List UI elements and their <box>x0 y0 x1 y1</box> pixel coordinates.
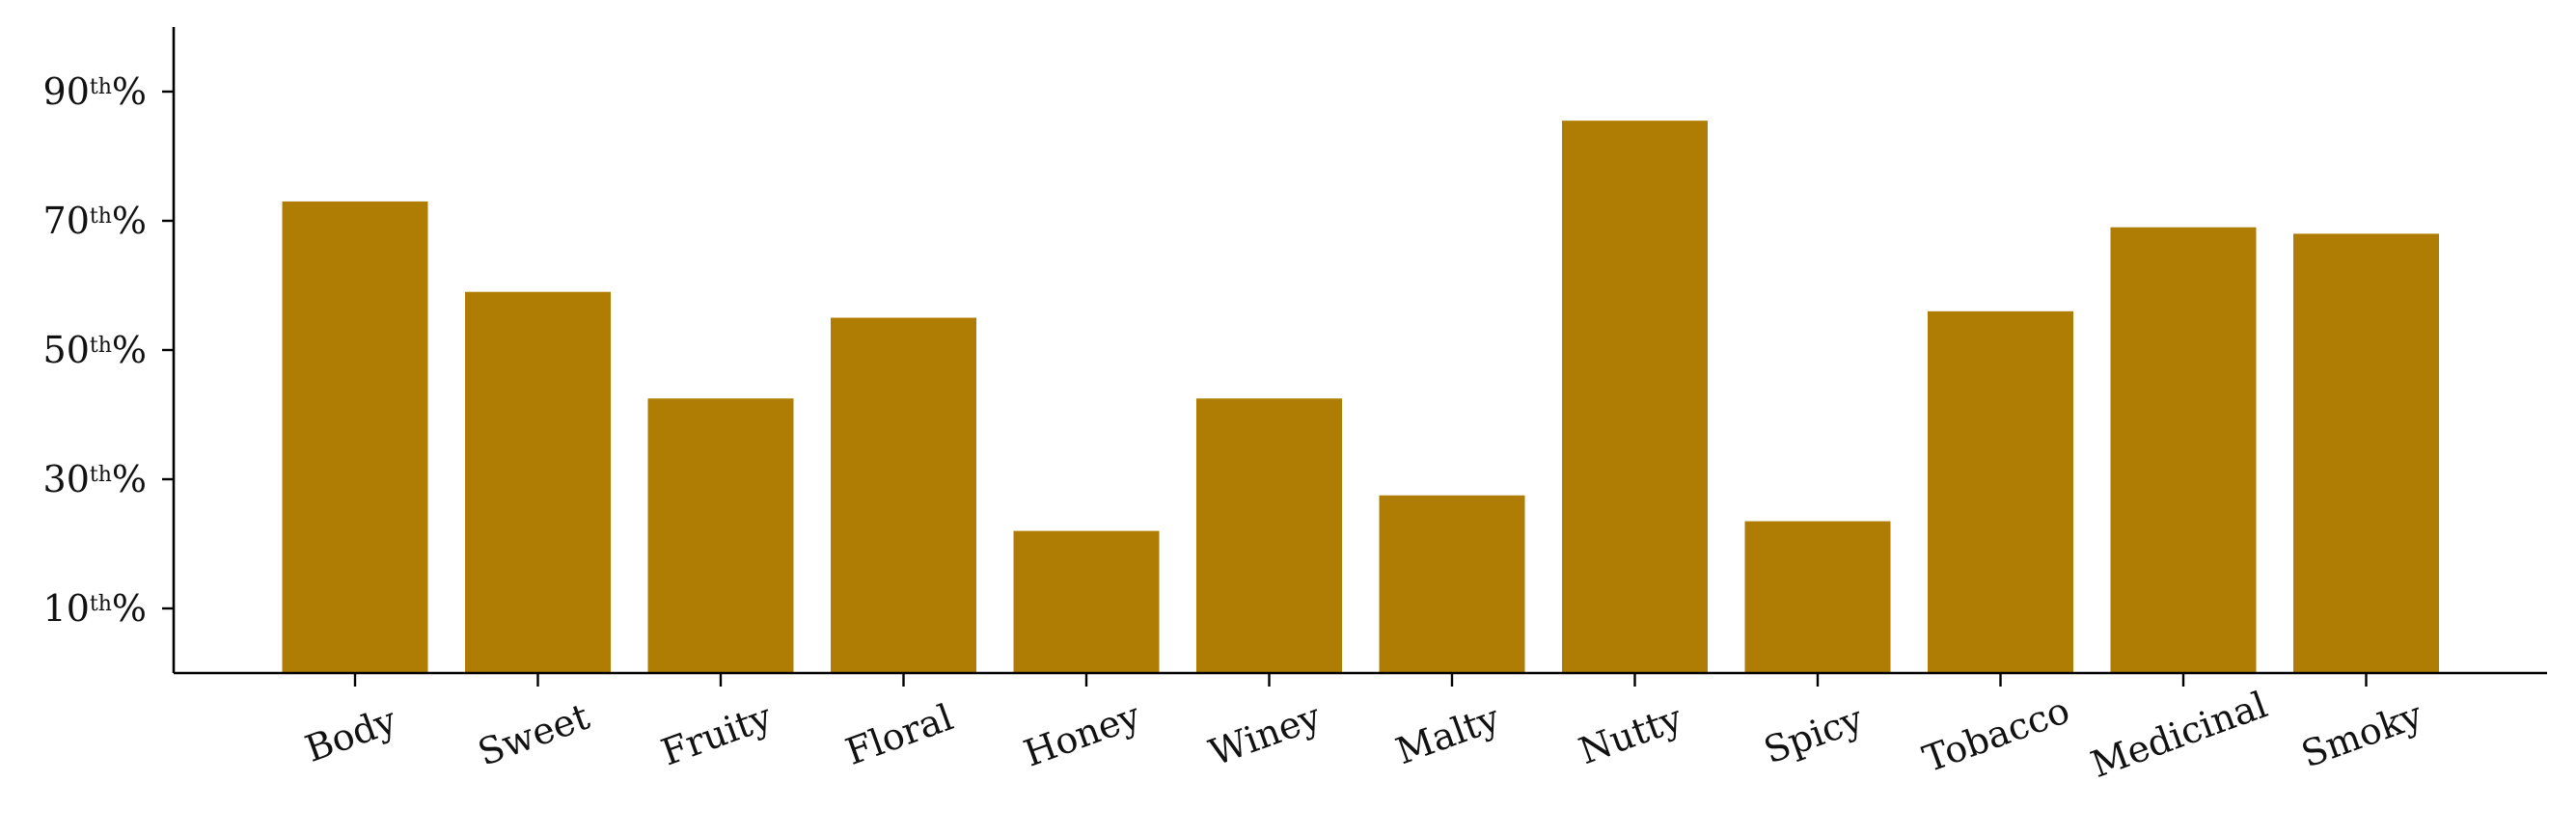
x-tick-label-honey: Honey <box>1019 694 1146 775</box>
x-tick-label-smoky: Smoky <box>2296 693 2428 776</box>
bar-smoky <box>2293 233 2439 673</box>
x-tick-label-tobacco: Tobacco <box>1917 688 2074 780</box>
y-tick-number: 10 <box>43 587 90 630</box>
x-tick-label-body: Body <box>300 698 402 770</box>
y-tick-percent: % <box>112 70 147 113</box>
y-tick-suffix: th <box>90 75 112 99</box>
y-tick-percent: % <box>112 587 147 630</box>
y-tick-suffix: th <box>90 334 112 358</box>
bar-fruity <box>647 398 794 673</box>
bar-nutty <box>1562 121 1708 673</box>
bar-honey <box>1013 530 1160 673</box>
bars-group <box>282 121 2439 673</box>
x-tick-label-medicinal: Medicinal <box>2085 684 2272 787</box>
y-tick-label-30: 30th% <box>43 458 147 500</box>
y-tick-label-50: 50th% <box>43 329 147 371</box>
x-tick-label-floral: Floral <box>840 696 959 773</box>
y-tick-percent: % <box>112 329 147 371</box>
y-tick-suffix: th <box>90 204 112 229</box>
y-tick-label-70: 70th% <box>43 200 147 242</box>
y-tick-number: 50 <box>43 329 90 371</box>
x-tick-label-spicy: Spicy <box>1759 697 1869 772</box>
y-axis: 10th%30th%50th%70th%90th% <box>43 27 176 673</box>
bar-body <box>282 201 428 673</box>
y-tick-label-90: 90th% <box>43 70 147 113</box>
y-tick-percent: % <box>112 200 147 242</box>
bar-spicy <box>1744 521 1891 673</box>
x-tick-label-fruity: Fruity <box>656 695 778 774</box>
bar-medicinal <box>2110 227 2257 673</box>
y-tick-label-10: 10th% <box>43 587 147 630</box>
y-tick-number: 90 <box>43 70 90 113</box>
x-tick-label-sweet: Sweet <box>473 695 595 774</box>
y-tick-suffix: th <box>90 463 112 487</box>
y-tick-suffix: th <box>90 592 112 616</box>
x-axis: Body Sweet Fruity Floral Honey Winey Malty Nutt… <box>174 671 2547 787</box>
y-tick-number: 30 <box>43 458 90 500</box>
bar-malty <box>1379 495 1525 673</box>
y-tick-number: 70 <box>43 200 90 242</box>
bar-sweet <box>465 291 611 673</box>
y-tick-percent: % <box>112 458 147 500</box>
bar-winey <box>1196 398 1342 673</box>
x-tick-label-malty: Malty <box>1390 696 1505 772</box>
bar-floral <box>831 317 976 673</box>
bar-tobacco <box>1928 310 2073 673</box>
x-tick-label-winey: Winey <box>1204 695 1327 774</box>
x-tick-label-nutty: Nutty <box>1574 696 1688 772</box>
